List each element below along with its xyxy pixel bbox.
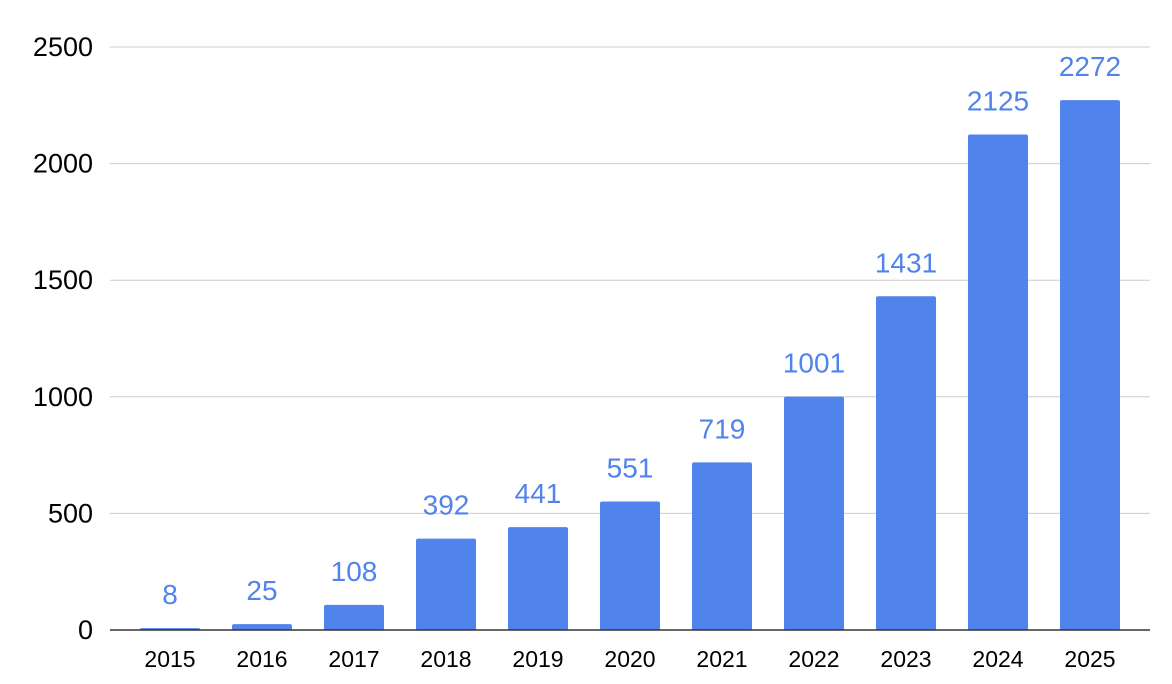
bar-2019: [508, 527, 568, 630]
x-tick-label-2019: 2019: [512, 646, 563, 672]
x-tick-label-2022: 2022: [788, 646, 839, 672]
bar-2018: [416, 538, 476, 630]
x-tick-label-2016: 2016: [236, 646, 287, 672]
x-tick-label-2025: 2025: [1064, 646, 1115, 672]
bar-2021: [692, 462, 752, 630]
data-label-2018: 392: [423, 490, 470, 521]
bar-2016: [232, 624, 292, 630]
y-tick-label: 0: [78, 615, 93, 645]
x-tick-label-2023: 2023: [880, 646, 931, 672]
bar-2025: [1060, 100, 1120, 630]
bar-2017: [324, 604, 384, 630]
data-label-2020: 551: [607, 453, 654, 484]
data-label-2017: 108: [331, 556, 378, 587]
data-label-2024: 2125: [967, 85, 1029, 116]
y-tick-label: 1000: [33, 382, 93, 412]
data-label-2019: 441: [515, 478, 562, 509]
y-axis-tick-labels: 0 500 1000 1500 2000 2500: [33, 32, 93, 645]
x-tick-label-2021: 2021: [696, 646, 747, 672]
x-tick-label-2017: 2017: [328, 646, 379, 672]
x-axis-tick-labels: 2015 2016 2017 2018 2019 2020 2021 2022 2023 2024…: [144, 646, 1115, 672]
y-tick-label: 2500: [33, 32, 93, 62]
bar-2023: [876, 296, 936, 630]
bars: [140, 100, 1120, 630]
x-tick-label-2024: 2024: [972, 646, 1023, 672]
y-tick-label: 1500: [33, 265, 93, 295]
data-label-2016: 25: [246, 575, 277, 606]
y-tick-label: 2000: [33, 149, 93, 179]
data-labels: 8 25 108 392 441 551 719 1001 1431 2125 2272: [162, 51, 1121, 610]
bar-2024: [968, 134, 1028, 630]
data-label-2021: 719: [699, 413, 746, 444]
data-label-2015: 8: [162, 579, 178, 610]
y-tick-label: 500: [48, 498, 93, 528]
bar-2020: [600, 501, 660, 630]
data-label-2023: 1431: [875, 247, 937, 278]
data-label-2025: 2272: [1059, 51, 1121, 82]
bar-2022: [784, 396, 844, 630]
x-tick-label-2018: 2018: [420, 646, 471, 672]
x-tick-label-2020: 2020: [604, 646, 655, 672]
data-label-2022: 1001: [783, 348, 845, 379]
x-tick-label-2015: 2015: [144, 646, 195, 672]
